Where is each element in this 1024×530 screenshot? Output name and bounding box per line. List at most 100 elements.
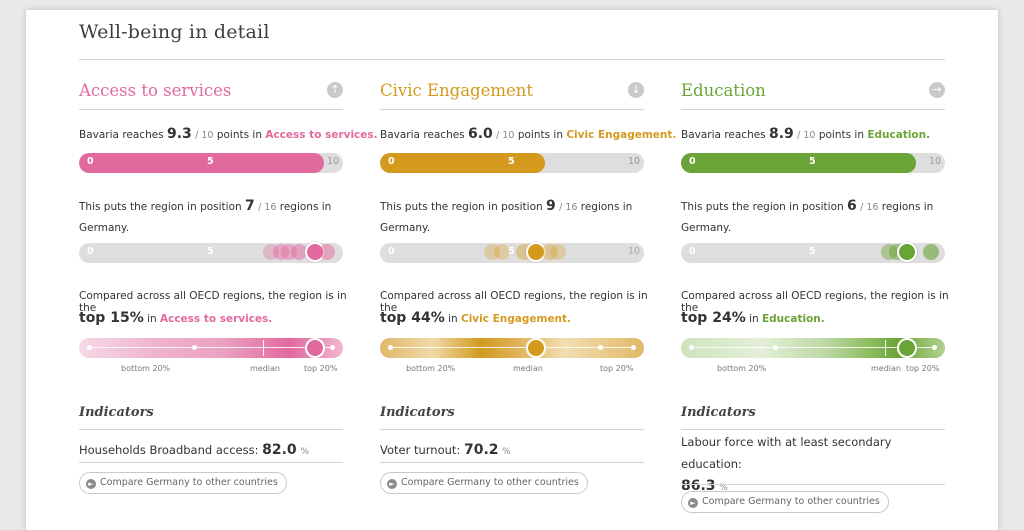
score-value: 8.9 bbox=[769, 126, 794, 142]
score-sentence: Bavaria reaches 9.3 / 10 points in Acces… bbox=[79, 126, 378, 142]
topic-link: Civic Engagement. bbox=[460, 313, 572, 325]
region-dot bbox=[550, 244, 566, 260]
indicator-value: 82.0 bbox=[262, 442, 297, 458]
column-civic-engagement: Civic Engagement ↓ Bavaria reaches 6.0 /… bbox=[380, 10, 676, 530]
indicator-value: 86.3 bbox=[681, 478, 716, 494]
tick-label: 5 bbox=[207, 246, 214, 257]
column-title: Access to services bbox=[79, 81, 232, 100]
position-sentence: This puts the region in position 6 / 16 … bbox=[681, 198, 934, 234]
region-dot bbox=[273, 244, 289, 260]
column-divider bbox=[380, 109, 644, 110]
rank-value: 6 bbox=[847, 198, 857, 214]
indicator-row: Households Broadband access: 82.0 % bbox=[79, 442, 309, 458]
column-divider bbox=[79, 109, 343, 110]
column-title: Education bbox=[681, 81, 766, 100]
compare-sentence: Compared across all OECD regions, the re… bbox=[681, 290, 949, 314]
indicators-divider bbox=[681, 484, 945, 485]
current-region-marker[interactable] bbox=[305, 338, 325, 358]
region-dot bbox=[494, 244, 510, 260]
tick-label: 0 bbox=[87, 156, 94, 167]
region-dot bbox=[291, 244, 307, 260]
tick-label: 0 bbox=[388, 246, 395, 257]
down-arrow-icon[interactable]: ↓ bbox=[628, 82, 644, 98]
indicators-heading: Indicators bbox=[681, 405, 756, 420]
score-bar: 0 5 10 bbox=[79, 153, 343, 173]
region-dot bbox=[542, 244, 558, 260]
score-sentence: Bavaria reaches 6.0 / 10 points in Civic… bbox=[380, 126, 677, 142]
topic-link: Civic Engagement. bbox=[566, 129, 677, 141]
current-region-marker[interactable] bbox=[897, 242, 917, 262]
indicators-divider bbox=[380, 462, 644, 463]
indicators-heading: Indicators bbox=[380, 405, 455, 420]
tick-label: 5 bbox=[508, 246, 515, 257]
indicator-row: Labour force with at least secondary edu… bbox=[681, 435, 892, 494]
column-divider bbox=[681, 109, 945, 110]
current-region-marker[interactable] bbox=[526, 242, 546, 262]
topic-link: Access to services. bbox=[265, 129, 378, 141]
tick-label: 0 bbox=[689, 156, 696, 167]
tick-label: 10 bbox=[628, 246, 641, 257]
tick-label: 10 bbox=[929, 156, 942, 167]
topic-link: Education. bbox=[761, 313, 825, 325]
region-dot bbox=[484, 244, 500, 260]
oecd-distribution-bar bbox=[380, 338, 644, 358]
tick-label: 5 bbox=[809, 246, 816, 257]
compare-sentence: Compared across all OECD regions, the re… bbox=[79, 290, 347, 314]
compare-countries-button[interactable]: ► Compare Germany to other countries bbox=[79, 472, 287, 494]
rank-value: 9 bbox=[546, 198, 556, 214]
bottom-20-label: bottom 20% bbox=[406, 364, 456, 373]
top-20-label: top 20% bbox=[600, 364, 634, 373]
indicators-divider bbox=[380, 429, 644, 430]
median-label: median bbox=[513, 364, 543, 373]
score-bar-fill bbox=[380, 153, 545, 173]
up-arrow-icon[interactable]: ↑ bbox=[327, 82, 343, 98]
arrow-right-circle-icon: ► bbox=[688, 498, 698, 508]
top-20-label: top 20% bbox=[304, 364, 338, 373]
rank-value: 7 bbox=[245, 198, 255, 214]
median-label: median bbox=[871, 364, 901, 373]
region-dot bbox=[319, 244, 335, 260]
top-percent: top 15% bbox=[79, 310, 144, 326]
top-percent-sentence: top 15% in Access to services. bbox=[79, 310, 273, 326]
tick-label: 5 bbox=[508, 156, 515, 167]
score-sentence: Bavaria reaches 8.9 / 10 points in Educa… bbox=[681, 126, 931, 142]
median-label: median bbox=[250, 364, 280, 373]
compare-countries-button[interactable]: ► Compare Germany to other countries bbox=[380, 472, 588, 494]
tick-label: 10 bbox=[628, 156, 641, 167]
median-marker bbox=[263, 340, 264, 356]
rank-bar: 0 5 10 bbox=[380, 242, 644, 263]
indicators-divider bbox=[681, 429, 945, 430]
topic-link: Education. bbox=[867, 129, 931, 141]
score-bar: 0 5 10 bbox=[681, 153, 945, 173]
top-percent-sentence: top 44% in Civic Engagement. bbox=[380, 310, 572, 326]
current-region-marker[interactable] bbox=[897, 338, 917, 358]
right-arrow-icon[interactable]: → bbox=[929, 82, 945, 98]
rank-bar: 0 5 bbox=[79, 242, 343, 263]
compare-countries-button[interactable]: ► Compare Germany to other countries bbox=[681, 491, 889, 513]
column-access-to-services: Access to services ↑ Bavaria reaches 9.3… bbox=[79, 10, 378, 530]
indicator-row: Voter turnout: 70.2 % bbox=[380, 442, 511, 458]
top-20-label: top 20% bbox=[906, 364, 940, 373]
bottom-20-label: bottom 20% bbox=[121, 364, 171, 373]
tick-label: 5 bbox=[207, 156, 214, 167]
tick-label: 0 bbox=[689, 246, 696, 257]
score-bar-fill bbox=[79, 153, 324, 173]
top-percent: top 24% bbox=[681, 310, 746, 326]
content-card: Well-being in detail Access to services … bbox=[26, 10, 998, 530]
score-value: 6.0 bbox=[468, 126, 493, 142]
position-sentence: This puts the region in position 7 / 16 … bbox=[79, 198, 332, 234]
indicators-divider bbox=[79, 429, 343, 430]
indicators-heading: Indicators bbox=[79, 405, 154, 420]
region-dot bbox=[263, 244, 279, 260]
score-bar-fill bbox=[681, 153, 916, 173]
page-title: Well-being in detail bbox=[79, 21, 270, 43]
indicator-value: 70.2 bbox=[463, 442, 499, 458]
top-percent: top 44% bbox=[380, 310, 445, 326]
score-value: 9.3 bbox=[167, 126, 192, 142]
topic-link: Access to services. bbox=[159, 313, 273, 325]
current-region-marker[interactable] bbox=[526, 338, 546, 358]
column-education: Education → Bavaria reaches 8.9 / 10 poi… bbox=[681, 10, 949, 530]
score-bar: 0 5 10 bbox=[380, 153, 644, 173]
oecd-distribution-bar bbox=[79, 338, 343, 358]
column-title: Civic Engagement bbox=[380, 81, 534, 100]
